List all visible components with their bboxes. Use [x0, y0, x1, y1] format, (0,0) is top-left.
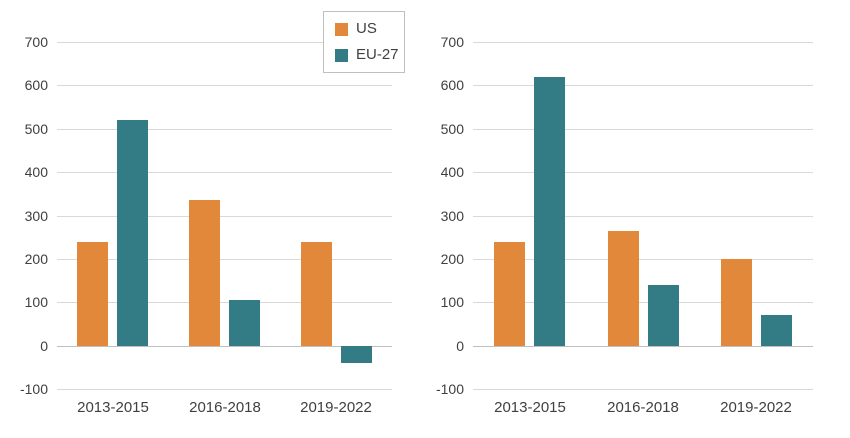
gridline-400 [57, 172, 392, 174]
x-axis-category-label: 2013-2015 [77, 399, 149, 416]
y-axis-tick-label: 600 [24, 77, 48, 94]
y-axis-tick-label: 600 [440, 77, 464, 94]
x-axis-category-label: 2019-2022 [300, 399, 372, 416]
y-axis-tick-label: 700 [24, 34, 48, 50]
y-axis-tick-label: 300 [440, 207, 464, 224]
y-axis-tick-label: 200 [24, 250, 48, 267]
legend-item-eu-27: EU-27 [335, 47, 400, 63]
x-axis-category-label: 2013-2015 [494, 399, 566, 416]
y-axis-tick-label: 100 [24, 294, 48, 311]
x-axis-category-label: 2019-2022 [720, 399, 792, 416]
bar-us-2013-2015 [494, 241, 525, 346]
eu-27-series-swatch-icon [335, 48, 348, 62]
y-axis-tick-label: -100 [435, 381, 464, 397]
gridline-500 [473, 128, 813, 130]
gridline-700 [57, 42, 392, 43]
x-axis-category-label: 2016-2018 [607, 399, 679, 416]
bar-eu-27-2013-2015 [117, 120, 148, 346]
gridline-300 [473, 215, 813, 217]
y-axis-tick-label: 400 [24, 164, 48, 181]
y-axis-tick-label: 100 [440, 294, 464, 311]
y-axis-tick-label: 500 [440, 120, 464, 137]
gridline-600 [57, 85, 392, 87]
us-series-swatch-icon [335, 22, 348, 36]
bar-eu-27-2019-2022 [761, 315, 792, 346]
bar-us-2019-2022 [301, 241, 332, 346]
bar-eu-27-2016-2018 [229, 300, 260, 346]
legend-item-us: US [335, 21, 400, 37]
gridline-600 [473, 85, 813, 87]
y-axis-tick-label: 0 [40, 337, 48, 354]
bar-us-2013-2015 [77, 241, 108, 346]
legend-label-eu-27: EU-27 [356, 46, 399, 63]
chart-panel-left: 700 600 500 400 300 200 100 0 -100 2013-2015 2016-… [19, 34, 392, 416]
bar-eu-27-2016-2018 [648, 284, 679, 346]
gridline-0 [57, 345, 392, 347]
legend-label-us: US [356, 20, 377, 37]
gridline--100 [57, 389, 392, 390]
gridline-700 [473, 42, 813, 43]
gridline-100 [473, 302, 813, 304]
x-axis-category-label: 2016-2018 [189, 399, 261, 416]
chart-panel-right: 700 600 500 400 300 200 100 0 -100 2013-2015 2016-… [425, 0, 850, 438]
y-axis-tick-label: 500 [24, 120, 48, 137]
y-axis-tick-label: 400 [440, 164, 464, 181]
plot-area [473, 42, 813, 390]
y-axis-tick-label: 200 [440, 250, 464, 267]
bar-eu-27-2019-2022 [341, 345, 372, 363]
bar-us-2016-2018 [608, 230, 639, 346]
y-axis-tick-label: 700 [440, 34, 464, 50]
gridline-200 [57, 258, 392, 260]
gridline-200 [473, 258, 813, 260]
gridline-500 [57, 128, 392, 130]
bar-eu-27-2013-2015 [534, 76, 565, 346]
y-axis-tick-label: 300 [24, 207, 48, 224]
gridline--100 [473, 389, 813, 390]
gridline-0 [473, 345, 813, 347]
bar-us-2016-2018 [189, 200, 220, 346]
y-axis-tick-label: 0 [456, 337, 464, 354]
gridline-300 [57, 215, 392, 217]
gridline-100 [57, 302, 392, 304]
bar-us-2019-2022 [721, 258, 752, 346]
legend: US EU-27 [323, 11, 405, 73]
plot-area [57, 42, 392, 390]
y-axis-tick-label: -100 [19, 381, 48, 397]
gridline-400 [473, 172, 813, 174]
